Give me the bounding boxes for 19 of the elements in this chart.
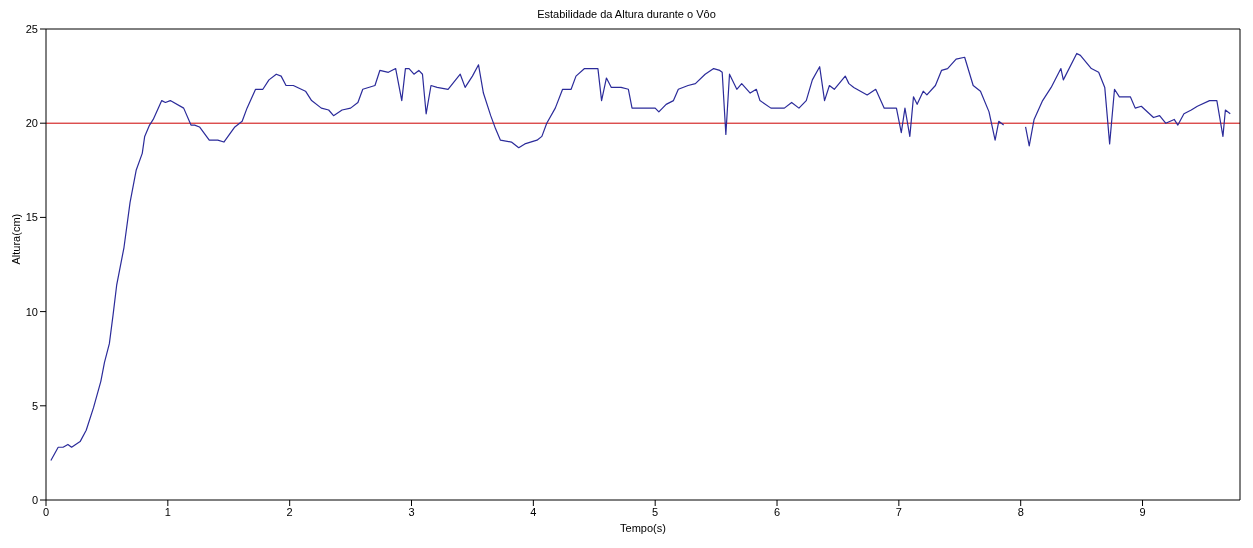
x-tick-label: 2 [286, 505, 293, 518]
x-tick-label: 6 [773, 505, 781, 518]
y-tick-label: 25 [25, 22, 38, 35]
x-tick-label: 3 [408, 505, 415, 518]
x-tick-label: 1 [164, 505, 171, 518]
x-tick-label: 0 [42, 505, 50, 518]
x-tick-label: 5 [652, 505, 659, 518]
x-tick-label: 8 [1017, 505, 1024, 518]
y-tick-label: 0 [31, 493, 38, 506]
chart-title: Estabilidade da Altura durante o Vôo [536, 8, 717, 22]
x-tick-label: 7 [895, 505, 902, 518]
y-tick-label: 5 [31, 399, 38, 412]
y-tick-label: 10 [25, 305, 38, 318]
x-tick-label: 9 [1139, 505, 1146, 518]
y-tick-label: 15 [25, 211, 38, 224]
y-tick-label: 20 [25, 117, 38, 130]
x-tick-label: 4 [530, 505, 537, 518]
y-axis-title: Altura(cm) [9, 213, 22, 265]
x-axis-title: Tempo(s) [620, 522, 666, 534]
